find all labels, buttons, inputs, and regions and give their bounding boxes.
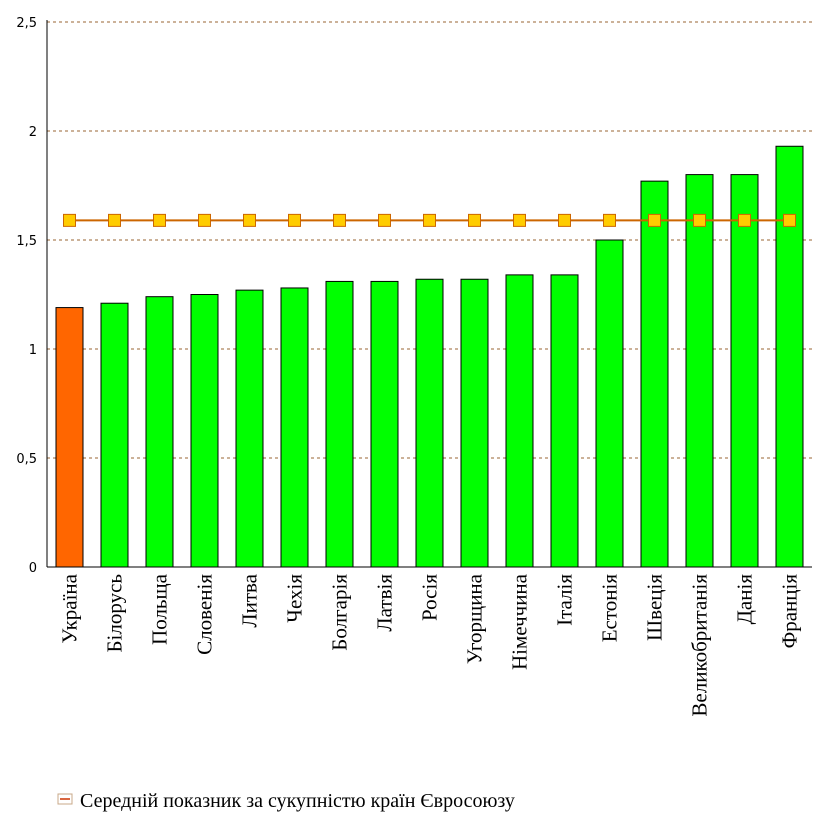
- bar: [325, 280, 354, 568]
- average-marker: [513, 213, 526, 227]
- x-tick-label: Швеція: [643, 574, 667, 641]
- bar: [550, 274, 579, 568]
- average-marker: [198, 213, 211, 227]
- average-marker: [558, 213, 571, 227]
- average-marker: [108, 213, 121, 227]
- bar: [775, 145, 804, 568]
- x-tick-label: Німеччина: [508, 573, 532, 670]
- bar: [595, 239, 624, 568]
- average-marker: [648, 213, 661, 227]
- average-marker: [603, 213, 616, 227]
- x-tick-label: Італія: [553, 574, 577, 626]
- bar: [190, 294, 219, 568]
- x-tick-label: Литва: [238, 573, 262, 627]
- x-tick-label: Росія: [418, 574, 442, 621]
- bar: [640, 180, 669, 568]
- average-marker: [783, 213, 796, 227]
- average-marker: [63, 213, 76, 227]
- bar: [145, 296, 174, 568]
- x-tick-label: Великобританія: [688, 574, 712, 717]
- average-marker: [243, 213, 256, 227]
- x-tick-label: Латвія: [373, 574, 397, 632]
- average-marker: [153, 213, 166, 227]
- y-tick-label: 2: [29, 125, 37, 140]
- average-marker: [468, 213, 481, 227]
- x-tick-label: Естонія: [598, 574, 622, 643]
- bar: [415, 278, 444, 568]
- average-marker: [378, 213, 391, 227]
- bar: [730, 174, 759, 568]
- bar: [460, 278, 489, 568]
- x-tick-label: Польща: [148, 573, 172, 645]
- bar: [235, 289, 264, 568]
- y-tick-label: 0,5: [16, 452, 37, 467]
- x-axis-labels: Україна Білорусь Польща Словенія Литва Чехія Б…: [58, 573, 802, 716]
- x-tick-label: Білорусь: [103, 574, 127, 653]
- average-marker: [423, 213, 436, 227]
- x-tick-label: Україна: [58, 573, 82, 643]
- y-tick-label: 0: [29, 561, 37, 576]
- x-tick-label: Угорщина: [463, 573, 487, 664]
- bar: [55, 307, 84, 568]
- y-tick-label: 1,5: [16, 234, 37, 249]
- bar: [685, 174, 714, 568]
- x-tick-label: Франція: [778, 574, 802, 649]
- bars: [55, 145, 804, 568]
- bar: [100, 302, 129, 568]
- legend-label: Середній показник за сукупністю країн Єв…: [80, 790, 515, 812]
- average-marker: [288, 213, 301, 227]
- legend: Середній показник за сукупністю країн Єв…: [57, 790, 515, 812]
- bar: [280, 287, 309, 568]
- average-marker: [738, 213, 751, 227]
- grid-lines: [47, 21, 812, 459]
- x-tick-label: Болгарія: [328, 574, 352, 651]
- average-line-series: [63, 213, 796, 227]
- bar: [370, 280, 399, 568]
- average-marker: [693, 213, 706, 227]
- x-tick-label: Данія: [733, 574, 757, 625]
- average-marker: [333, 213, 346, 227]
- bar: [505, 274, 534, 568]
- y-tick-label: 1: [29, 343, 37, 358]
- y-tick-label: 2,5: [16, 16, 37, 31]
- x-tick-label: Чехія: [283, 574, 307, 623]
- x-tick-label: Словенія: [193, 574, 217, 655]
